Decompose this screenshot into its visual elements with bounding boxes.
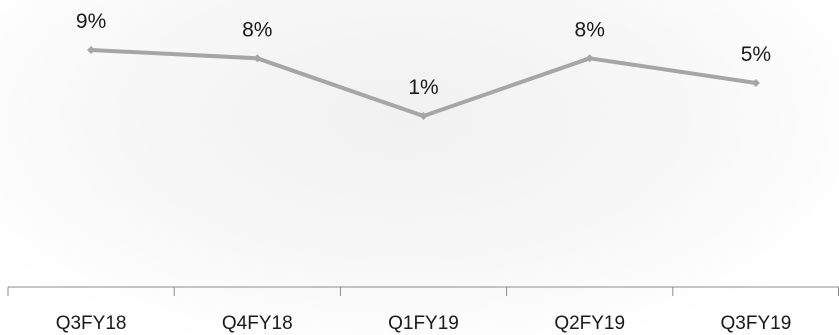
x-tick-label: Q1FY19 xyxy=(388,313,459,334)
x-tick-label: Q3FY19 xyxy=(721,313,792,334)
data-label: 5% xyxy=(741,43,771,66)
x-tick-label: Q2FY19 xyxy=(554,313,625,334)
data-point xyxy=(253,54,262,63)
data-point xyxy=(87,46,96,54)
data-point xyxy=(419,112,428,120)
data-point xyxy=(751,79,760,87)
data-label-layer: 9% 8% 1% 8% 5% xyxy=(76,10,771,99)
data-point xyxy=(585,54,594,63)
x-tick-label: Q4FY18 xyxy=(222,313,293,334)
data-label: 8% xyxy=(575,18,605,41)
data-label: 8% xyxy=(242,18,272,41)
x-axis xyxy=(7,286,839,296)
x-tick-label: Q3FY18 xyxy=(56,313,127,334)
x-tick-label-layer: Q3FY18 Q4FY18 Q1FY19 Q2FY19 Q3FY19 xyxy=(56,313,792,334)
data-point-layer xyxy=(87,46,760,120)
data-label: 9% xyxy=(76,10,106,33)
data-label: 1% xyxy=(408,76,438,99)
